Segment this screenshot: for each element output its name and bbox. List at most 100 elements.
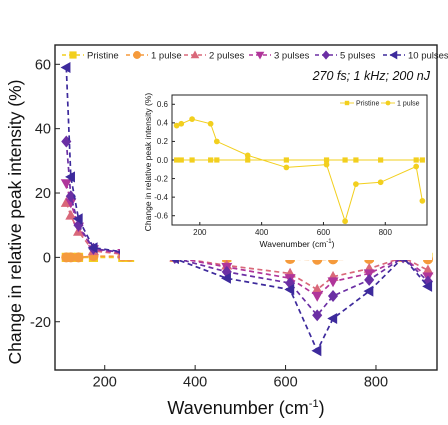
inset-data-point [419, 197, 426, 204]
legend-entry: 2 pulses [184, 50, 245, 62]
legend-marker [255, 51, 265, 60]
main-data-point [422, 264, 434, 275]
main-x-tick-label: 800 [364, 375, 388, 391]
legend-marker [190, 50, 200, 59]
main-data-point [65, 252, 76, 263]
inset-legend-marker [385, 100, 391, 106]
main-series-line [65, 67, 429, 353]
inset-data-point [323, 157, 330, 163]
main-series [60, 62, 434, 357]
inset-data-point [174, 157, 180, 163]
inset-y-tick-label: -0.4 [154, 193, 168, 202]
main-data-point [65, 171, 75, 183]
main-series-5 [60, 62, 433, 357]
inset-data-point [189, 157, 195, 163]
legend-marker [133, 51, 141, 59]
legend-entry: 1 pulse [126, 51, 182, 62]
inset-data-point [245, 157, 251, 163]
inset-series-0 [174, 157, 425, 163]
main-y-tick-label: 40 [35, 122, 51, 138]
inset-data-point [178, 120, 185, 127]
inset-x-axis-title-sup: -1 [326, 239, 332, 245]
inset-x-tick-label: 800 [379, 228, 393, 237]
inset-data-point [244, 152, 251, 159]
main-data-point [311, 345, 322, 357]
legend-entry: 5 pulses [315, 50, 376, 62]
main-data-point [284, 284, 295, 296]
main-plot-frame [54, 44, 438, 371]
main-data-point [221, 272, 231, 284]
legend-marker [322, 50, 330, 60]
main-data-point [60, 62, 71, 74]
main-data-point [312, 309, 323, 322]
main-x-tick-label: 600 [273, 375, 297, 391]
main-y-tick-label: 20 [35, 186, 51, 202]
inset-data-point [283, 157, 289, 163]
main-axes: 200 400 600 800 -20 0 20 40 60 [30, 57, 388, 390]
main-data-point [363, 285, 374, 297]
inset-data-point [208, 157, 214, 163]
main-data-point [327, 277, 339, 288]
inset-x-tick-label: 400 [255, 228, 269, 237]
main-data-point [327, 290, 339, 302]
inset-y-axis-title: Change in relative peak intensity (%) [143, 93, 153, 232]
inset-y-tick-label: 0.0 [157, 156, 169, 165]
inset-data-point [413, 163, 420, 170]
inset-legend-label: Pristine [356, 101, 379, 108]
inset-legend-entry: 1 pulse [381, 101, 420, 108]
legend-label: 5 pulses [340, 51, 376, 62]
inset-data-point [214, 157, 220, 163]
main-data-point [65, 190, 76, 203]
inset-legend-label: 1 pulse [397, 101, 420, 108]
inset-legend-entry: Pristine [340, 101, 379, 108]
main-series-line [65, 141, 429, 317]
inset-y-tick-label: 0.4 [157, 119, 169, 128]
legend-entry: 3 pulses [249, 51, 310, 62]
inset-data-point [178, 157, 184, 163]
main-y-tick-label: -20 [30, 315, 51, 331]
inset-data-point [353, 181, 359, 188]
inset-x-axis-title-close: ) [332, 239, 335, 249]
main-y-axis-title: Change in relative peak intensity (%) [5, 79, 25, 364]
inset-y-tick-label: -0.2 [154, 174, 168, 183]
main-data-point [72, 213, 83, 225]
main-x-axis-title: Wavenumber (cm-1) [167, 398, 324, 418]
main-data-point [422, 280, 433, 292]
main-data-point [311, 291, 323, 302]
inset-x-tick-label: 600 [317, 228, 331, 237]
main-data-point [87, 242, 98, 254]
main-data-point [65, 198, 77, 209]
inset-data-point [173, 122, 180, 129]
inset-data-point [378, 157, 384, 163]
inset-data-point [207, 120, 214, 127]
legend-entry: 10 pulses [383, 51, 448, 62]
main-data-point [364, 273, 375, 286]
main-data-point [61, 135, 72, 148]
inset-data-point [413, 157, 419, 163]
main-data-point [60, 179, 72, 190]
main-data-point [422, 275, 434, 288]
main-x-tick-label: 200 [93, 375, 117, 391]
inset-series [173, 116, 426, 225]
inset-legend: Pristine 1 pulse [340, 101, 420, 108]
main-y-tick-label: 60 [35, 57, 51, 73]
inset-data-point [213, 138, 220, 145]
inset-data-point [342, 218, 348, 225]
inset-y-tick-label: 0.6 [157, 100, 169, 109]
inset-data-point [377, 179, 384, 186]
inset-series-1 [173, 116, 426, 225]
main-data-point [65, 209, 77, 220]
legend-label: 1 pulse [151, 51, 182, 62]
main-data-point [327, 312, 338, 325]
inset-x-tick-label: 200 [193, 228, 207, 237]
inset-data-point [323, 161, 330, 168]
inset-y-tick-label: -0.6 [154, 212, 168, 221]
main-data-point [73, 252, 84, 263]
main-x-axis-title-base: Wavenumber (cm [167, 398, 308, 418]
legend-label: 2 pulses [209, 51, 245, 62]
main-data-point [285, 277, 296, 290]
inset-axes: 200 400 600 800 -0.6 -0.4 -0.2 0.0 0.2 0.4 0.6 [154, 100, 392, 237]
main-legend: Pristine 1 pulse 2 pulses 3 pulses 5 pulses 1… [62, 50, 448, 62]
main-x-axis-title-sup: -1 [309, 398, 319, 410]
